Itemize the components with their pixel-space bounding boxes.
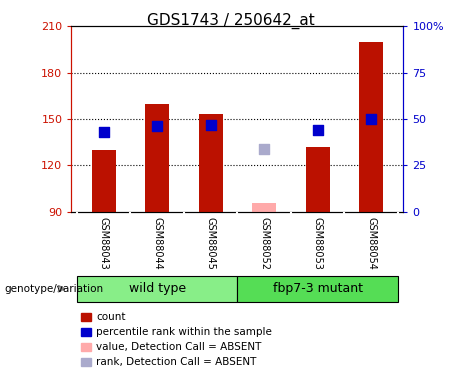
Text: count: count xyxy=(96,312,126,322)
Text: value, Detection Call = ABSENT: value, Detection Call = ABSENT xyxy=(96,342,262,352)
Bar xyxy=(359,42,383,212)
Text: GSM88045: GSM88045 xyxy=(206,217,216,270)
Bar xyxy=(199,114,223,212)
Point xyxy=(260,146,268,152)
Point xyxy=(100,129,107,135)
Text: GDS1743 / 250642_at: GDS1743 / 250642_at xyxy=(147,13,314,29)
Bar xyxy=(252,202,276,212)
Text: GSM88052: GSM88052 xyxy=(259,217,269,270)
Text: GSM88053: GSM88053 xyxy=(313,217,323,270)
Text: GSM88043: GSM88043 xyxy=(99,217,109,270)
Point xyxy=(154,123,161,129)
Point xyxy=(207,122,214,128)
Text: rank, Detection Call = ABSENT: rank, Detection Call = ABSENT xyxy=(96,357,257,367)
Point xyxy=(314,127,321,133)
Bar xyxy=(145,104,169,212)
Text: GSM88054: GSM88054 xyxy=(366,217,376,270)
Bar xyxy=(306,147,330,212)
Text: percentile rank within the sample: percentile rank within the sample xyxy=(96,327,272,337)
Bar xyxy=(92,150,116,212)
Point xyxy=(367,116,375,122)
Text: wild type: wild type xyxy=(129,282,186,295)
Text: genotype/variation: genotype/variation xyxy=(5,284,104,294)
Text: GSM88044: GSM88044 xyxy=(152,217,162,270)
Bar xyxy=(237,276,398,302)
Bar xyxy=(77,276,237,302)
Text: fbp7-3 mutant: fbp7-3 mutant xyxy=(273,282,363,295)
